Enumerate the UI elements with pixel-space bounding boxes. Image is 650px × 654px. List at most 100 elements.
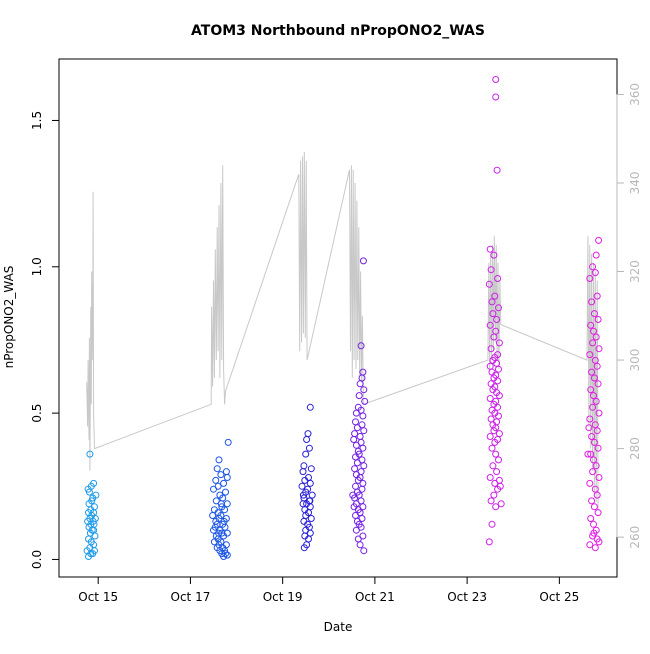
data-point-flight1-31 bbox=[88, 497, 96, 505]
data-point-flight5-23 bbox=[495, 365, 502, 373]
data-point-flight4-26 bbox=[353, 459, 361, 467]
data-point-flight5-61 bbox=[492, 503, 500, 511]
data-point-flight6-47 bbox=[586, 541, 594, 549]
data-point-flight3-34 bbox=[306, 497, 314, 505]
data-point-flight5-0 bbox=[492, 76, 500, 83]
data-point-flight3-23 bbox=[307, 515, 315, 522]
data-point-flight5-63 bbox=[485, 538, 493, 546]
data-point-flight5-5 bbox=[487, 266, 495, 274]
data-point-flight5-49 bbox=[488, 444, 496, 452]
y-tick-label-3: 1.5 bbox=[30, 111, 44, 130]
data-point-flight6-24 bbox=[595, 409, 603, 417]
data-point-flight2-7 bbox=[220, 479, 228, 487]
y-tick-label-2: 1.0 bbox=[30, 257, 44, 276]
data-point-flight4-49 bbox=[352, 526, 360, 534]
data-point-flight4-54 bbox=[349, 491, 357, 499]
data-point-flight2-49 bbox=[220, 517, 228, 525]
data-point-flight6-21 bbox=[590, 392, 597, 400]
data-point-flight6-32 bbox=[590, 456, 597, 464]
data-point-flight6-43 bbox=[590, 520, 597, 528]
data-point-flight1-21 bbox=[91, 532, 99, 540]
data-point-flight2-44 bbox=[220, 553, 228, 560]
data-point-flight3-1 bbox=[304, 430, 312, 438]
data-point-flight2-1 bbox=[215, 456, 223, 464]
data-point-flight6-31 bbox=[587, 450, 595, 458]
data-point-flight6-29 bbox=[590, 438, 598, 446]
data-point-flight2-13 bbox=[212, 497, 220, 505]
y2-tick-label-2: 300 bbox=[628, 349, 642, 372]
plot-frame bbox=[58, 58, 618, 578]
data-point-flight5-53 bbox=[493, 468, 501, 476]
data-point-flight5-15 bbox=[490, 333, 498, 341]
data-point-flight5-7 bbox=[485, 280, 493, 288]
series-line bbox=[86, 151, 599, 511]
data-point-flight2-4 bbox=[217, 471, 225, 479]
data-point-flight6-5 bbox=[593, 292, 601, 300]
y2-tick-label-1: 280 bbox=[628, 437, 642, 460]
data-point-flight6-28 bbox=[588, 433, 596, 440]
data-point-flight4-22 bbox=[354, 447, 362, 455]
data-point-flight2-5 bbox=[223, 474, 231, 481]
data-point-flight3-9 bbox=[301, 476, 309, 484]
data-point-flight4-52 bbox=[360, 547, 368, 555]
x-tick-label-4: Oct 23 bbox=[447, 590, 487, 604]
data-point-flight5-17 bbox=[487, 345, 495, 353]
data-point-flight6-11 bbox=[592, 333, 600, 341]
data-point-flight5-12 bbox=[493, 316, 501, 323]
data-point-flight3-32 bbox=[300, 544, 308, 552]
data-point-flight5-13 bbox=[486, 321, 494, 329]
data-point-flight4-15 bbox=[360, 427, 368, 435]
data-point-flight5-59 bbox=[487, 497, 495, 505]
y-axis-label: nPropONO2_WAS bbox=[2, 266, 16, 369]
data-point-flight5-62 bbox=[488, 520, 496, 528]
data-point-flight2-0 bbox=[224, 438, 232, 446]
data-point-flight4-6 bbox=[355, 392, 363, 400]
data-point-flight2-20 bbox=[209, 512, 217, 519]
y-axis: 0.0 0.5 1.0 1.5 bbox=[30, 111, 60, 569]
x-tick-label-3: Oct 21 bbox=[355, 590, 395, 604]
data-point-flight4-28 bbox=[351, 465, 359, 473]
data-point-flight6-12 bbox=[589, 339, 597, 347]
data-point-flight5-51 bbox=[495, 456, 502, 464]
data-point-flight5-27 bbox=[494, 377, 502, 385]
x-axis: Oct 15 Oct 17 Oct 19 Oct 21 Oct 23 Oct 25 bbox=[78, 576, 579, 604]
data-point-flight6-48 bbox=[591, 544, 599, 552]
data-point-flight3-3 bbox=[305, 444, 313, 452]
data-point-flight6-20 bbox=[587, 386, 595, 394]
data-point-flight4-12 bbox=[352, 418, 359, 426]
data-point-flight6-27 bbox=[593, 427, 601, 435]
data-point-flight6-25 bbox=[586, 415, 594, 423]
data-point-flight1-32 bbox=[85, 488, 93, 496]
x-tick-label-1: Oct 17 bbox=[171, 590, 211, 604]
data-point-flight4-18 bbox=[350, 436, 358, 443]
data-point-flight6-35 bbox=[595, 474, 603, 481]
y2-tick-label-0: 260 bbox=[628, 526, 642, 549]
data-point-flight3-18 bbox=[299, 500, 307, 508]
data-point-flight6-7 bbox=[590, 310, 598, 318]
data-point-flight6-33 bbox=[592, 462, 600, 470]
y2-tick-label-4: 340 bbox=[628, 172, 642, 195]
data-point-flight6-1 bbox=[592, 251, 600, 259]
data-point-flight4-7 bbox=[361, 397, 369, 405]
data-point-flight6-13 bbox=[595, 345, 603, 353]
data-point-flight6-23 bbox=[589, 403, 597, 411]
x-tick-label-2: Oct 19 bbox=[263, 590, 303, 604]
y2-tick-label-5: 360 bbox=[628, 83, 642, 106]
data-point-flight5-8 bbox=[491, 292, 499, 300]
data-point-flight5-48 bbox=[491, 438, 499, 446]
data-point-flight5-45 bbox=[495, 430, 503, 438]
data-point-flight4-51 bbox=[354, 535, 362, 543]
data-point-flight4-17 bbox=[356, 433, 364, 440]
data-point-flight6-3 bbox=[591, 269, 599, 277]
data-point-flight6-34 bbox=[589, 468, 597, 476]
data-point-flight4-20 bbox=[352, 441, 360, 449]
data-point-flight5-6 bbox=[494, 275, 502, 282]
data-point-flight6-6 bbox=[588, 298, 596, 306]
data-point-flight3-11 bbox=[298, 482, 306, 490]
data-point-flight6-51 bbox=[584, 450, 592, 458]
x-axis-label: Date bbox=[324, 620, 353, 634]
data-point-flight6-9 bbox=[587, 321, 595, 329]
data-point-flight3-6 bbox=[307, 465, 315, 473]
data-point-flight6-52 bbox=[590, 529, 598, 537]
